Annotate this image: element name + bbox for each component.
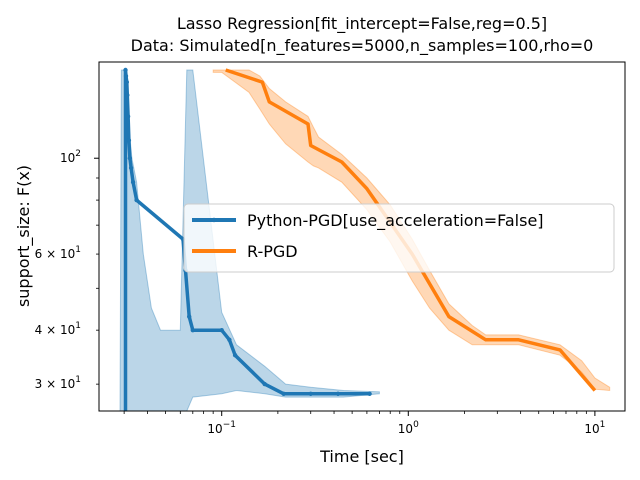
band-r-pgd — [212, 69, 611, 392]
data-point-python-pgd — [227, 337, 232, 342]
data-point-python-pgd — [335, 391, 341, 396]
legend-marker-python-pgd — [211, 217, 217, 223]
band-python-pgd — [119, 69, 380, 411]
y-tick-label: 102 — [60, 149, 81, 165]
data-point-python-pgd — [190, 328, 195, 333]
plot-frame — [98, 61, 626, 412]
x-axis-ticks: 10−1 100 101 — [123, 411, 605, 436]
legend-label-r-pgd: R-PGD — [247, 242, 298, 261]
data-point-python-pgd — [367, 391, 372, 396]
data-point-python-pgd — [126, 138, 132, 143]
legend-box — [183, 203, 615, 273]
data-point-python-pgd — [308, 391, 313, 396]
data-point-python-pgd — [124, 79, 129, 85]
data-point-python-pgd — [187, 314, 192, 319]
chart-title-line2: Data: Simulated[n_features=5000,n_sample… — [131, 36, 594, 56]
data-point-python-pgd — [123, 67, 128, 73]
data-point-python-pgd — [232, 353, 238, 358]
x-axis-label: Time [sec] — [319, 447, 404, 466]
data-point-python-pgd — [123, 73, 129, 79]
y-axis-ticks: 3 × 101 4 × 101 6 × 101 102 — [35, 149, 99, 391]
data-point-python-pgd — [134, 197, 139, 203]
y-tick-label: 4 × 101 — [35, 321, 81, 337]
data-point-python-pgd — [127, 156, 133, 161]
series-line-r-pgd — [225, 68, 597, 392]
data-point-python-pgd — [130, 180, 136, 185]
data-point-python-pgd — [262, 381, 267, 387]
x-tick-label: 10−1 — [207, 420, 236, 436]
x-tick-label: 100 — [398, 420, 419, 436]
confidence-bands — [119, 69, 611, 411]
y-tick-label: 3 × 101 — [35, 375, 81, 391]
data-point-python-pgd — [281, 391, 286, 396]
data-point-python-pgd — [123, 458, 127, 462]
legend-label-python-pgd: Python-PGD[use_acceleration=False] — [247, 211, 544, 231]
legend: Python-PGD[use_acceleration=False] R-PGD — [183, 203, 615, 273]
x-tick-label: 101 — [584, 420, 605, 436]
data-point-python-pgd — [128, 165, 134, 171]
data-point-python-pgd — [125, 114, 131, 119]
y-tick-label: 6 × 101 — [35, 245, 81, 261]
chart-title-line1: Lasso Regression[fit_intercept=False,reg… — [177, 14, 547, 34]
y-axis-label: support_size: F(x) — [14, 165, 34, 307]
data-point-python-pgd — [219, 328, 224, 333]
data-point-python-pgd — [125, 92, 130, 98]
